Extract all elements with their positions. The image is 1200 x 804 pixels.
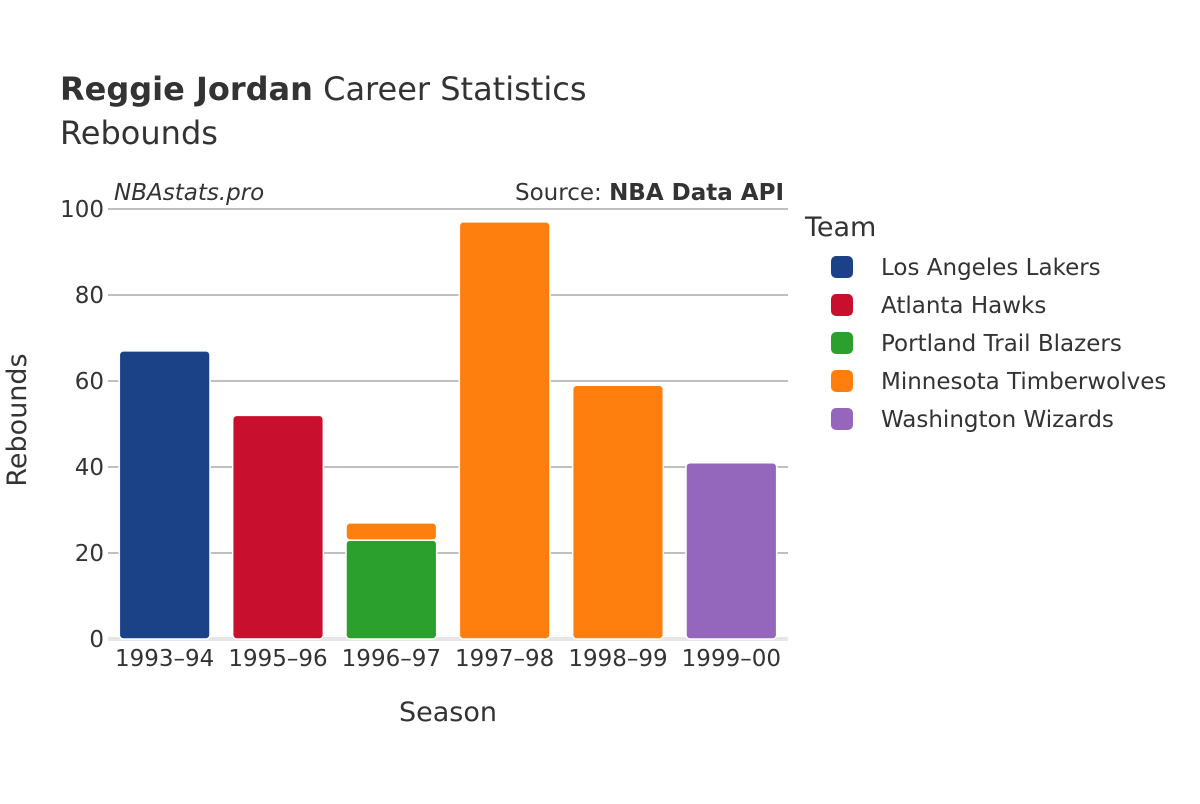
watermark: NBAstats.pro — [114, 180, 264, 206]
legend-label: Portland Trail Blazers — [881, 331, 1122, 357]
legend-swatch — [831, 408, 853, 430]
legend-label: Washington Wizards — [881, 407, 1114, 433]
legend-item[interactable]: Portland Trail Blazers — [831, 331, 1122, 357]
bar-portland-trail-blazers-2[interactable] — [345, 539, 438, 640]
legend-swatch — [831, 256, 853, 278]
bar-washington-wizards-5[interactable] — [685, 461, 778, 640]
legend-item[interactable]: Los Angeles Lakers — [831, 255, 1101, 281]
source-prefix: Source: — [515, 180, 609, 206]
x-tick-label: 1995–96 — [228, 646, 327, 672]
legend-swatch — [831, 370, 853, 392]
legend-item[interactable]: Atlanta Hawks — [831, 293, 1046, 319]
x-tick-label: 1996–97 — [342, 646, 441, 672]
x-tick-labels: 1993–94 1995–96 1996–97 1997–98 1998–99 1999–… — [115, 646, 781, 672]
bar-los-angeles-lakers-0[interactable] — [118, 350, 211, 640]
legend-label: Atlanta Hawks — [881, 293, 1046, 319]
source-credit: Source: NBA Data API — [515, 180, 784, 206]
chart-title-player: Reggie Jordan — [60, 70, 313, 108]
grid-lines — [108, 208, 788, 641]
legend-item[interactable]: Washington Wizards — [831, 407, 1114, 433]
chart-subtitle: Rebounds — [60, 114, 218, 152]
x-tick-label: 1997–98 — [455, 646, 554, 672]
legend-swatch — [831, 332, 853, 354]
y-axis-title: Rebounds — [2, 353, 33, 486]
bar-atlanta-hawks-1[interactable] — [231, 414, 325, 640]
legend-title: Team — [804, 212, 876, 243]
y-tick-labels: 0 20 40 60 80 100 — [60, 197, 104, 653]
legend-item[interactable]: Minnesota Timberwolves — [831, 369, 1166, 395]
x-tick-label: 1998–99 — [568, 646, 667, 672]
source-name: NBA Data API — [609, 180, 784, 206]
chart-title-suffix: Career Statistics — [313, 70, 587, 108]
y-tick-label: 60 — [75, 369, 104, 395]
y-tick-label: 80 — [75, 283, 104, 309]
legend-swatch — [831, 294, 853, 316]
y-tick-label: 100 — [60, 197, 104, 223]
y-tick-label: 20 — [75, 541, 104, 567]
y-tick-label: 40 — [75, 455, 104, 481]
x-axis-title: Season — [399, 697, 497, 728]
x-tick-label: 1999–00 — [682, 646, 781, 672]
bar-minnesota-timberwolves-4[interactable] — [571, 384, 665, 640]
legend-label: Minnesota Timberwolves — [881, 369, 1166, 395]
x-tick-label: 1993–94 — [115, 646, 214, 672]
chart-title: Reggie Jordan Career Statistics — [60, 70, 586, 108]
y-tick-label: 0 — [89, 627, 104, 653]
legend-label: Los Angeles Lakers — [881, 255, 1101, 281]
bar-minnesota-timberwolves-2[interactable] — [345, 522, 438, 541]
legend: Los Angeles Lakers Atlanta Hawks Portland … — [831, 255, 1166, 433]
bar-minnesota-timberwolves-3[interactable] — [458, 221, 551, 640]
bars — [118, 221, 778, 640]
